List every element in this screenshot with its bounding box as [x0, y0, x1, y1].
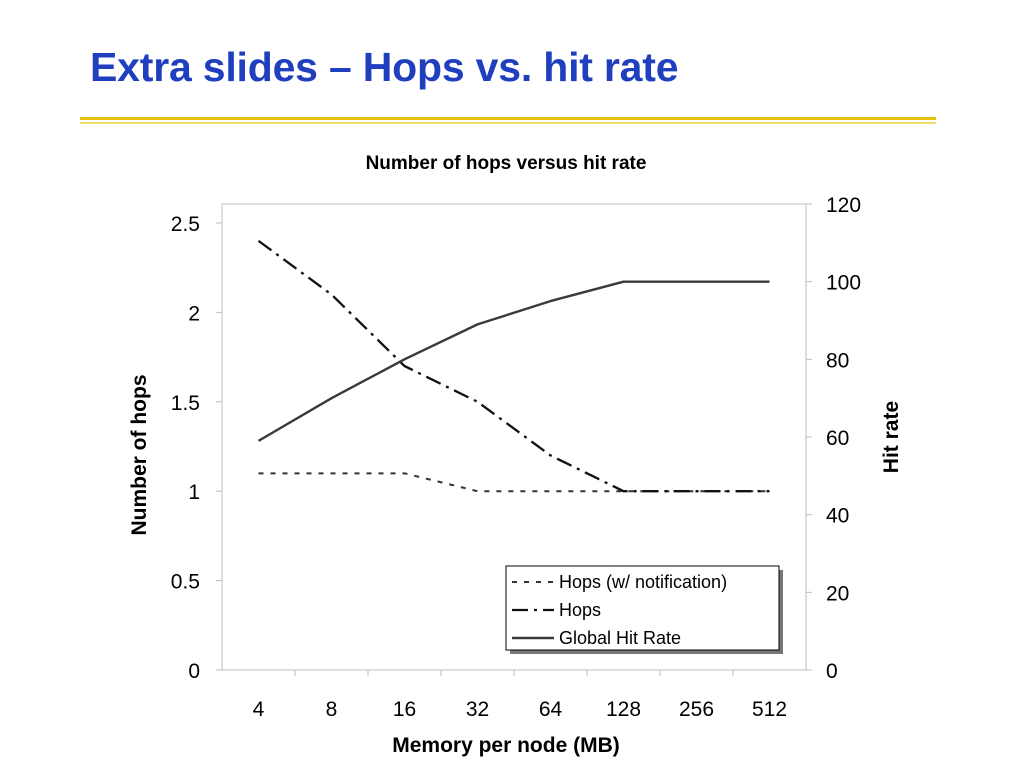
- legend-label-global-hit-rate: Global Hit Rate: [559, 628, 681, 648]
- y-tick-label: 2: [188, 302, 200, 325]
- legend-label-hops-w-notification: Hops (w/ notification): [559, 572, 727, 592]
- y-tick-label: 2.5: [171, 213, 200, 236]
- series-line-hops: [257, 239, 770, 493]
- y2-axis-title: Hit rate: [880, 401, 903, 473]
- y2-tick-label: 0: [826, 660, 838, 683]
- legend-label-hops: Hops: [559, 600, 601, 620]
- x-tick-label: 32: [466, 698, 489, 721]
- x-tick-label: 8: [326, 698, 338, 721]
- x-tick-label: 512: [752, 698, 787, 721]
- series-line-hops-w-notification: [258, 472, 770, 493]
- y2-tick-label: 40: [826, 505, 849, 528]
- y2-tick-label: 20: [826, 582, 849, 605]
- x-tick-label: 16: [393, 698, 416, 721]
- y-tick-label: 0: [188, 660, 200, 683]
- x-tick-label: 256: [679, 698, 714, 721]
- y-axis-title: Number of hops: [128, 375, 151, 536]
- y2-tick-label: 100: [826, 272, 861, 295]
- chart-title: Number of hops versus hit rate: [366, 153, 647, 174]
- legend-box: [505, 565, 780, 651]
- y-tick-label: 1.5: [171, 392, 200, 415]
- slide-title: Extra slides – Hops vs. hit rate: [90, 44, 679, 90]
- series-line-global-hit-rate: [257, 280, 770, 442]
- y2-tick-label: 120: [826, 194, 861, 217]
- x-axis-title: Memory per node (MB): [392, 734, 620, 757]
- y2-tick-label: 60: [826, 427, 849, 450]
- title-underline-secondary: [80, 122, 936, 124]
- y-tick-label: 0.5: [171, 571, 200, 594]
- x-tick-label: 128: [606, 698, 641, 721]
- y2-tick-label: 80: [826, 349, 849, 372]
- x-tick-label: 4: [253, 698, 265, 721]
- title-underline: [80, 117, 936, 120]
- x-tick-label: 64: [539, 698, 563, 721]
- y-tick-label: 1: [188, 481, 200, 504]
